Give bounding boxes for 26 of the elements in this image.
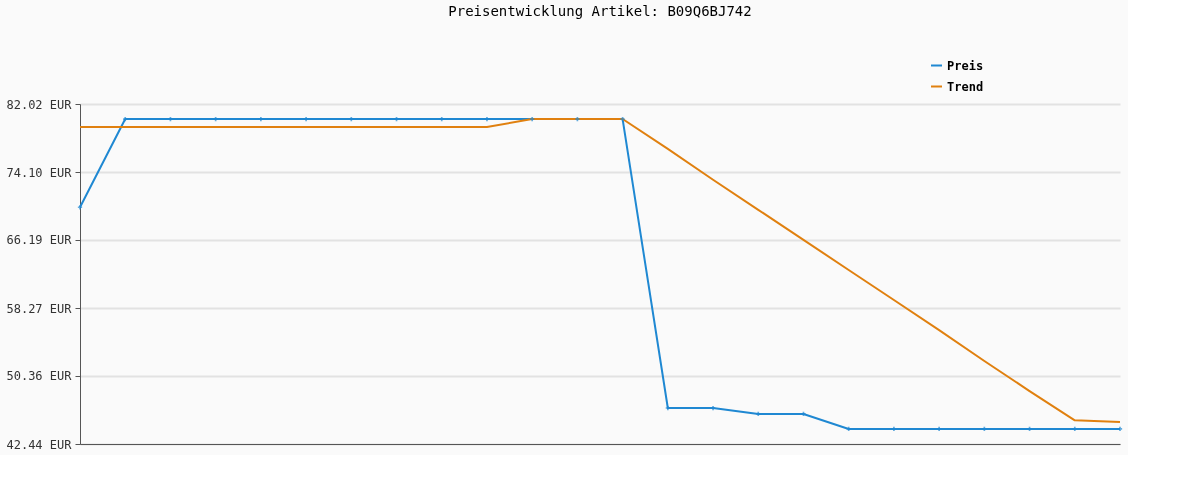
- legend-label: Preis: [947, 58, 984, 73]
- point: [530, 116, 535, 122]
- point: [213, 116, 218, 122]
- point: [575, 116, 580, 122]
- y-tick-label: 50.36 EUR: [6, 369, 73, 384]
- y-tick-label: 74.10 EUR: [6, 165, 73, 180]
- y-tick-label: 82.02 EUR: [6, 97, 73, 112]
- chart-title: Preisentwicklung Artikel: B09Q6BJ742: [448, 3, 752, 19]
- point: [77, 205, 83, 210]
- point: [846, 426, 851, 432]
- point: [1072, 426, 1077, 432]
- legend-label: Trend: [947, 79, 984, 94]
- point: [801, 411, 806, 417]
- point: [349, 116, 354, 122]
- point: [439, 116, 444, 122]
- y-tick-label: 58.27 EUR: [6, 301, 73, 316]
- point: [394, 116, 399, 122]
- point: [982, 426, 987, 432]
- point: [665, 405, 670, 411]
- point: [168, 116, 173, 122]
- y-tick-label: 42.44 EUR: [6, 437, 73, 452]
- point: [123, 116, 128, 122]
- point: [756, 411, 761, 417]
- point: [620, 116, 625, 122]
- point: [1027, 426, 1032, 432]
- y-tick-label: 66.19 EUR: [6, 233, 73, 248]
